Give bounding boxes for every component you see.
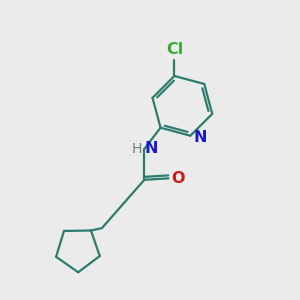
Text: O: O [171, 171, 185, 186]
Text: N: N [194, 130, 207, 145]
Text: H: H [131, 142, 142, 156]
Text: N: N [145, 141, 158, 156]
Text: Cl: Cl [166, 42, 183, 57]
